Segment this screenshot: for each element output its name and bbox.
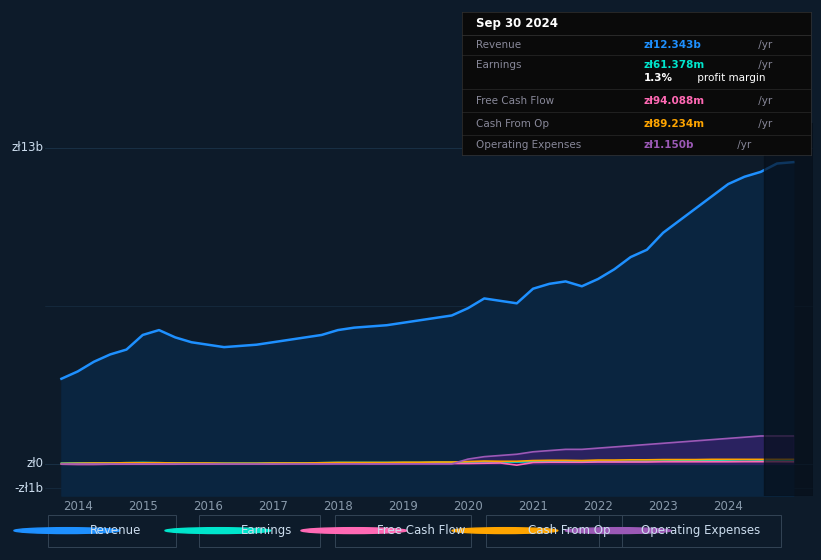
Text: Cash From Op: Cash From Op <box>476 119 549 129</box>
Text: Earnings: Earnings <box>241 524 292 537</box>
Text: /yr: /yr <box>755 119 773 129</box>
Text: zł13b: zł13b <box>11 141 44 154</box>
Text: Earnings: Earnings <box>476 60 521 70</box>
Text: 2022: 2022 <box>583 500 613 513</box>
Text: 2015: 2015 <box>128 500 158 513</box>
Text: /yr: /yr <box>755 40 773 50</box>
Text: 2021: 2021 <box>518 500 548 513</box>
Text: 2019: 2019 <box>388 500 418 513</box>
Text: 2017: 2017 <box>258 500 288 513</box>
Text: zł0: zł0 <box>26 458 44 470</box>
Text: Operating Expenses: Operating Expenses <box>641 524 760 537</box>
Text: Cash From Op: Cash From Op <box>528 524 610 537</box>
Text: Sep 30 2024: Sep 30 2024 <box>476 17 558 30</box>
Circle shape <box>165 528 271 534</box>
Text: /yr: /yr <box>735 140 752 150</box>
Text: 2023: 2023 <box>649 500 678 513</box>
Text: zł94.088m: zł94.088m <box>644 96 704 106</box>
Circle shape <box>566 528 671 534</box>
Text: zł12.343b: zł12.343b <box>644 40 701 50</box>
Circle shape <box>452 528 557 534</box>
Text: Revenue: Revenue <box>476 40 521 50</box>
Text: Revenue: Revenue <box>89 524 141 537</box>
Text: Operating Expenses: Operating Expenses <box>476 140 581 150</box>
Text: 2024: 2024 <box>713 500 743 513</box>
Text: -zł1b: -zł1b <box>15 482 44 495</box>
Text: 1.3%: 1.3% <box>644 73 672 83</box>
Text: /yr: /yr <box>755 96 773 106</box>
Text: 2014: 2014 <box>62 500 93 513</box>
Text: 2020: 2020 <box>453 500 483 513</box>
Text: Free Cash Flow: Free Cash Flow <box>476 96 554 106</box>
Text: zł1.150b: zł1.150b <box>644 140 695 150</box>
Circle shape <box>14 528 120 534</box>
Text: profit margin: profit margin <box>695 73 766 83</box>
Text: Free Cash Flow: Free Cash Flow <box>377 524 465 537</box>
Text: zł89.234m: zł89.234m <box>644 119 704 129</box>
Text: 2018: 2018 <box>323 500 353 513</box>
Bar <box>764 123 813 496</box>
Text: 2016: 2016 <box>193 500 222 513</box>
Circle shape <box>301 528 406 534</box>
Text: zł61.378m: zł61.378m <box>644 60 705 70</box>
Text: /yr: /yr <box>755 60 773 70</box>
